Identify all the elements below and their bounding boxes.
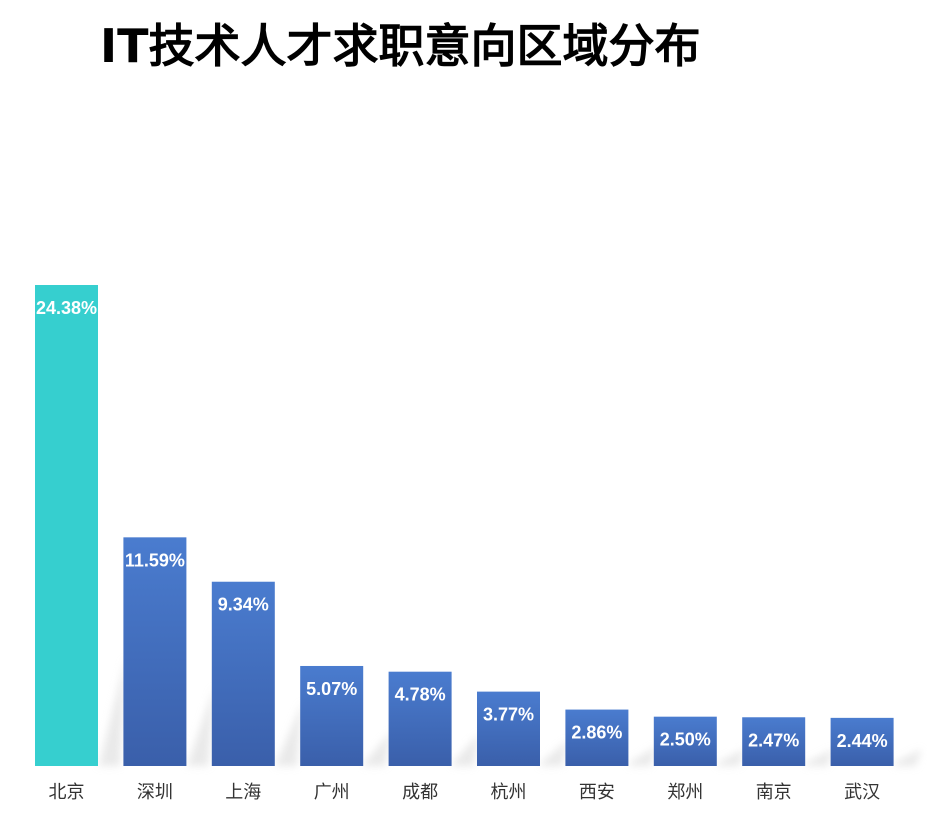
bar-data-label: 4.78%: [395, 685, 446, 705]
bar-shadow: [628, 746, 657, 766]
bar-shadows: [98, 656, 922, 766]
bars-group: [35, 285, 894, 766]
x-tick-label: 北京: [49, 782, 85, 803]
bar-data-label: 2.50%: [660, 730, 711, 750]
bar-data-label: 2.86%: [571, 723, 622, 743]
bar-data-label: 11.59%: [125, 550, 185, 570]
bar-shadow: [716, 748, 745, 766]
x-tick-label: 南京: [756, 782, 792, 803]
x-tick-label: 广州: [314, 782, 350, 803]
bar-shadow: [451, 732, 480, 766]
bar-data-label: 5.07%: [306, 679, 357, 699]
bar-武汉: [830, 717, 894, 766]
data-labels-group: 24.38% 11.59% 9.34% 5.07% 4.78% 3.77% 2.86% 2.5…: [36, 298, 888, 751]
bar-shadow: [805, 748, 834, 766]
bar-成都: [388, 671, 452, 766]
bar-data-label: 2.47%: [748, 730, 799, 750]
chart-title: IT技术人才求职意向区域分布: [100, 19, 701, 73]
bar-shadow: [98, 656, 126, 766]
bar-shadow: [186, 685, 215, 766]
bar-南京: [742, 717, 806, 766]
bar-data-label: 24.38%: [36, 298, 97, 318]
x-tick-label: 郑州: [667, 782, 703, 803]
bar-深圳: [123, 537, 187, 766]
bar-上海: [211, 581, 275, 766]
bar-北京: [35, 285, 98, 766]
bar-data-label: 2.44%: [837, 731, 888, 751]
bar-data-label: 9.34%: [218, 595, 269, 615]
x-tick-label: 深圳: [137, 782, 173, 803]
x-tick-label: 上海: [225, 782, 261, 803]
bar-shadow: [274, 701, 303, 766]
x-tick-label: 武汉: [844, 782, 880, 803]
bar-郑州: [653, 716, 717, 766]
bar-西安: [565, 709, 629, 766]
bar-shadow: [540, 739, 568, 766]
bar-杭州: [477, 691, 540, 766]
bar-shadow: [363, 730, 392, 766]
bar-shadow: [893, 749, 922, 766]
x-tick-label: 杭州: [491, 782, 527, 803]
bar-data-label: 3.77%: [483, 705, 534, 725]
x-tick-label: 西安: [579, 782, 615, 803]
x-axis-tick-labels: 北京 深圳 上海 广州 成都 杭州 西安 郑州 南京 武汉: [49, 782, 881, 803]
x-tick-label: 成都: [402, 782, 438, 803]
bar-广州: [300, 665, 364, 766]
